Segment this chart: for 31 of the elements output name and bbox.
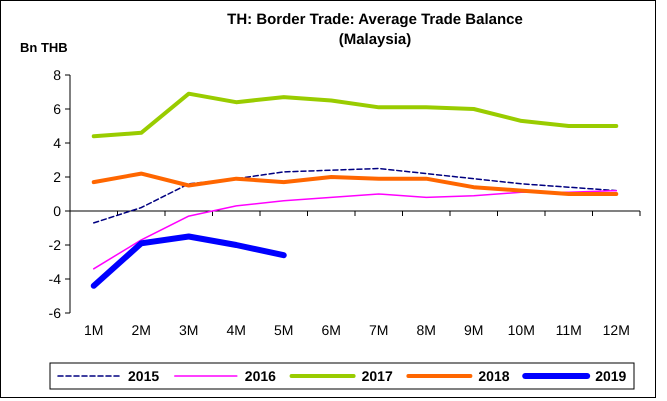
y-tick-label: 6 (53, 101, 62, 117)
y-tick-label: -6 (48, 305, 62, 321)
y-tick-label: 4 (53, 135, 62, 151)
x-tick-label: 1M (84, 322, 104, 338)
line-series (92, 172, 618, 196)
y-tick-label: 0 (53, 203, 62, 219)
x-tick-label: 4M (226, 322, 246, 338)
legend-label: 2019 (595, 368, 627, 384)
x-tick-label: 12M (602, 322, 630, 338)
x-tick-label: 7M (369, 322, 388, 338)
x-tick-label: 11M (556, 322, 582, 338)
y-tick-label: 2 (53, 169, 62, 185)
x-tick-label: 2M (132, 322, 151, 338)
legend-label: 2018 (478, 368, 510, 384)
legend-label: 2015 (128, 368, 160, 384)
x-tick-label: 3M (179, 322, 198, 338)
line-series (93, 168, 617, 224)
x-tick-label: 9M (464, 322, 484, 338)
line-series (93, 190, 617, 270)
chart-title: TH: Border Trade: Average Trade Balance (Malaysia) (227, 11, 523, 48)
line-series (92, 92, 618, 138)
x-tick-label: 10M (508, 322, 535, 338)
legend-label: 2016 (244, 368, 276, 384)
x-tick-label: 8M (416, 322, 436, 338)
y-tick-label: -2 (48, 237, 62, 253)
y-tick-label: 8 (53, 67, 62, 83)
y-axis-title: Bn THB (20, 40, 68, 55)
legend-label: 2017 (362, 368, 393, 384)
x-tick-label: 5M (274, 322, 294, 338)
x-tick-label: 6M (322, 322, 341, 338)
y-tick-label: -4 (48, 271, 62, 287)
